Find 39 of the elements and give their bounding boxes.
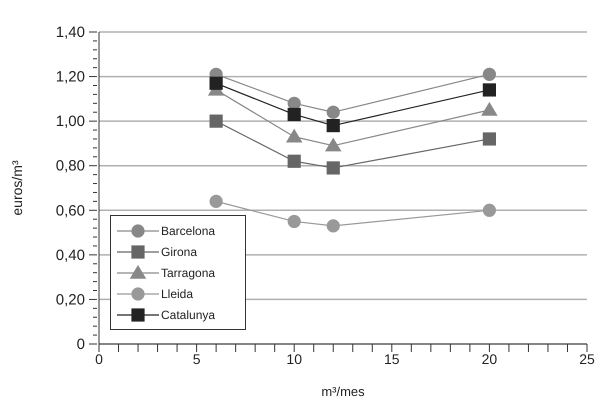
x-tick-label: 25 [579, 350, 595, 367]
y-tick-label: 0,80 [56, 158, 85, 175]
x-axis-title: m³/mes [321, 384, 366, 399]
y-tick-label: 0,60 [56, 202, 85, 220]
x-tick-label: 15 [384, 350, 400, 367]
x-tick-label: 20 [482, 350, 498, 367]
point [482, 132, 496, 146]
y-tick-label: 1,20 [56, 68, 85, 86]
legend-label: Tarragona [161, 266, 216, 280]
legend-label: Lleida [161, 286, 194, 300]
x-tick-label: 10 [286, 350, 302, 367]
point [288, 108, 301, 122]
y-axis-title: euros/m³ [9, 160, 25, 216]
point [288, 154, 301, 168]
point [482, 204, 496, 217]
legend-label: Catalunya [161, 308, 216, 322]
point [288, 96, 301, 110]
y-tick-label: 0 [76, 336, 85, 353]
legend-label: Girona [161, 244, 198, 258]
point [482, 83, 496, 97]
point [326, 219, 340, 232]
point [482, 102, 498, 116]
x-tick-label: 5 [192, 350, 201, 367]
point [482, 68, 496, 81]
point [326, 161, 340, 175]
point [326, 106, 340, 119]
point [286, 129, 302, 142]
y-tick-label: 0,40 [56, 246, 85, 264]
point [210, 76, 223, 90]
point [326, 119, 340, 132]
point [325, 138, 342, 152]
y-tick-label: 1,40 [56, 24, 85, 41]
legend-label: Barcelona [161, 224, 216, 238]
point [288, 214, 301, 228]
y-tick-label: 1,00 [56, 113, 85, 130]
point [210, 114, 223, 128]
y-tick-label: 0,20 [56, 291, 85, 308]
x-tick-label: 0 [95, 350, 104, 367]
point [210, 194, 223, 208]
